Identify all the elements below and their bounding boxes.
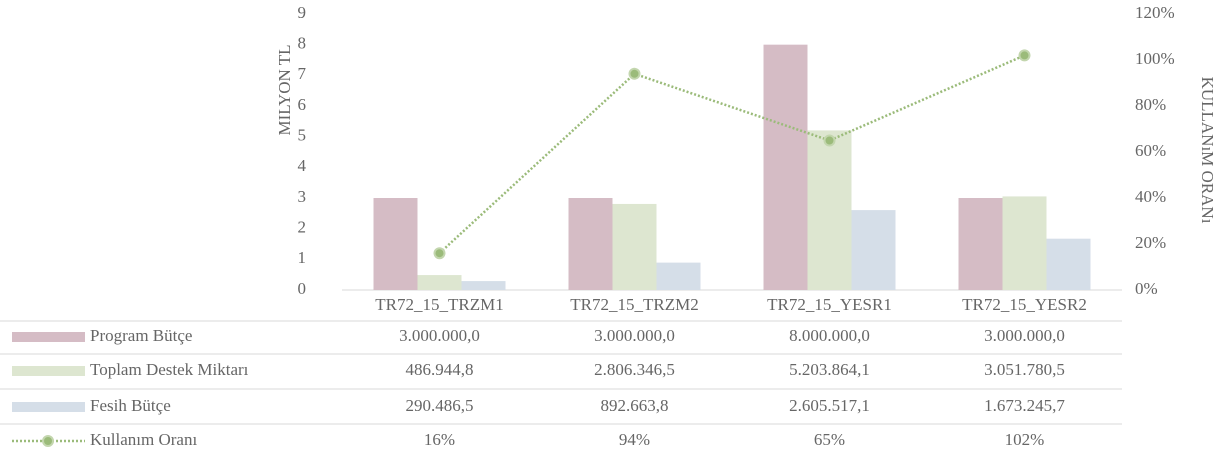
y2-tick-label: 0% — [1135, 279, 1158, 298]
y-tick-label: 7 — [298, 64, 307, 83]
bar — [807, 130, 852, 290]
table-cell: 65% — [814, 430, 845, 449]
table-cell: 486.944,8 — [406, 360, 474, 379]
table-cell: 5.203.864,1 — [789, 360, 870, 379]
line — [438, 54, 1025, 255]
legend-swatch — [12, 332, 85, 342]
y2-tick-label: 100% — [1135, 49, 1175, 68]
table-cell: 16% — [424, 430, 455, 449]
table-cell: 94% — [619, 430, 650, 449]
x-tick-label: TR72_15_YESR1 — [767, 295, 892, 314]
y2-tick-label: 40% — [1135, 187, 1166, 206]
y-tick-label: 3 — [298, 187, 307, 206]
bar — [1046, 238, 1091, 290]
table-cell: 3.051.780,5 — [984, 360, 1065, 379]
bar — [612, 203, 657, 290]
y-tick-label: 2 — [298, 218, 307, 237]
y-tick-label: 5 — [298, 126, 307, 145]
y-tick-label: 8 — [298, 34, 307, 53]
line-marker — [628, 67, 641, 80]
line-marker — [433, 247, 446, 260]
bar — [461, 281, 506, 290]
bar — [958, 198, 1003, 290]
y2-axis-title: KULLANıM ORANı — [1198, 77, 1217, 224]
bar — [373, 198, 418, 290]
bar — [568, 198, 613, 290]
y-tick-label: 6 — [298, 95, 307, 114]
bar — [851, 210, 896, 290]
legend-swatch — [12, 366, 85, 376]
line-marker — [823, 134, 836, 147]
bar — [763, 44, 808, 290]
table-cell: 290.486,5 — [406, 396, 474, 415]
legend-label: Fesih Bütçe — [90, 396, 171, 415]
legend-label: Program Bütçe — [90, 326, 192, 345]
y-axis-title: MILYON TL — [275, 44, 294, 135]
table-cell: 8.000.000,0 — [789, 326, 870, 345]
x-tick-label: TR72_15_TRZM1 — [375, 295, 503, 314]
table-cell: 2.605.517,1 — [789, 396, 870, 415]
y2-tick-label: 80% — [1135, 95, 1166, 114]
table-cell: 1.673.245,7 — [984, 396, 1065, 415]
table-cell: 3.000.000,0 — [399, 326, 480, 345]
bar — [417, 275, 462, 290]
y2-tick-label: 60% — [1135, 141, 1166, 160]
bar — [656, 262, 701, 290]
y-tick-label: 4 — [298, 156, 307, 175]
bar — [1002, 196, 1047, 290]
y2-tick-label: 20% — [1135, 233, 1166, 252]
line-marker — [1018, 49, 1031, 62]
y-tick-label: 1 — [298, 248, 307, 267]
x-tick-label: TR72_15_TRZM2 — [570, 295, 698, 314]
legend-label: Toplam Destek Miktarı — [90, 360, 249, 379]
x-tick-label: TR72_15_YESR2 — [962, 295, 1087, 314]
y2-tick-label: 120% — [1135, 3, 1175, 22]
table-cell: 2.806.346,5 — [594, 360, 675, 379]
table-cell: 3.000.000,0 — [594, 326, 675, 345]
legend-label: Kullanım Oranı — [90, 430, 197, 449]
table-cell: 3.000.000,0 — [984, 326, 1065, 345]
table-cell: 892.663,8 — [601, 396, 669, 415]
legend-marker — [42, 435, 54, 447]
y-tick-label: 9 — [298, 3, 307, 22]
table-cell: 102% — [1005, 430, 1045, 449]
legend-swatch — [12, 402, 85, 412]
y-tick-label: 0 — [298, 279, 307, 298]
